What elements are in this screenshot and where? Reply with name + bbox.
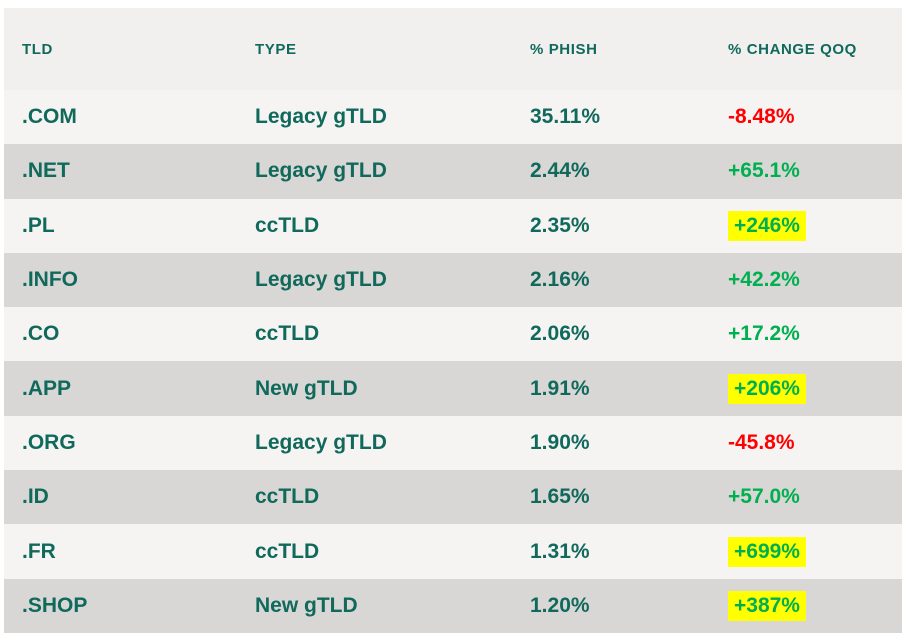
tld-cell: .INFO xyxy=(22,268,78,292)
tld-cell: .ID xyxy=(22,485,49,509)
tld-cell: .APP xyxy=(22,376,72,400)
table-row: .INFO Legacy gTLD 2.16% +42.2% xyxy=(4,252,902,308)
change-cell: +17.2% xyxy=(728,322,902,346)
tld-cell: .SHOP xyxy=(22,593,88,617)
change-cell: +206% xyxy=(728,373,902,404)
change-value: +65.1% xyxy=(728,159,800,183)
change-value-highlighted: +387% xyxy=(728,590,806,621)
phish-cell: 1.91% xyxy=(530,376,590,400)
type-cell: Legacy gTLD xyxy=(255,268,387,292)
table-body: .COM Legacy gTLD 35.11% -8.48% .NET Lega… xyxy=(4,90,902,633)
phish-cell: 2.16% xyxy=(530,268,590,292)
tld-cell: .NET xyxy=(22,159,70,183)
phish-cell: 1.90% xyxy=(530,430,590,454)
change-cell: +387% xyxy=(728,590,902,621)
table-row: .CO ccTLD 2.06% +17.2% xyxy=(4,307,902,362)
type-cell: Legacy gTLD xyxy=(255,159,387,183)
phish-cell: 1.65% xyxy=(530,485,590,509)
tld-cell: .PL xyxy=(22,213,55,237)
phish-cell: 1.20% xyxy=(530,593,590,617)
change-value-highlighted: +699% xyxy=(728,536,806,567)
change-cell: -8.48% xyxy=(728,105,902,129)
table-row: .NET Legacy gTLD 2.44% +65.1% xyxy=(4,144,902,199)
column-header-phish: % PHISH xyxy=(530,40,598,58)
change-cell: +699% xyxy=(728,536,902,567)
change-cell: +246% xyxy=(728,210,902,241)
phish-cell: 2.35% xyxy=(530,213,590,237)
change-value-highlighted: +246% xyxy=(728,210,806,241)
change-value: -8.48% xyxy=(728,105,795,129)
type-cell: ccTLD xyxy=(255,322,320,346)
table-row: .FR ccTLD 1.31% +699% xyxy=(4,524,902,579)
tld-phishing-table: TLD TYPE % PHISH % CHANGE QOQ .COM Legac… xyxy=(4,8,902,633)
change-cell: -45.8% xyxy=(728,431,902,455)
table-row: .ORG Legacy gTLD 1.90% -45.8% xyxy=(4,415,902,471)
type-cell: Legacy gTLD xyxy=(255,430,387,454)
change-value: -45.8% xyxy=(728,430,795,454)
phish-cell: 2.44% xyxy=(530,159,590,183)
column-header-tld: TLD xyxy=(22,40,53,58)
type-cell: New gTLD xyxy=(255,593,358,617)
tld-cell: .COM xyxy=(22,105,77,129)
change-cell: +57.0% xyxy=(728,485,902,509)
phish-cell: 1.31% xyxy=(530,539,590,563)
table-row: .APP New gTLD 1.91% +206% xyxy=(4,361,902,416)
change-value: +42.2% xyxy=(728,268,800,292)
table-row: .ID ccTLD 1.65% +57.0% xyxy=(4,470,902,525)
change-value-highlighted: +206% xyxy=(728,373,806,404)
table-row: .SHOP New gTLD 1.20% +387% xyxy=(4,578,902,633)
phish-cell: 2.06% xyxy=(530,322,590,346)
change-value: +17.2% xyxy=(728,322,800,346)
tld-cell: .FR xyxy=(22,539,56,563)
type-cell: ccTLD xyxy=(255,485,320,509)
column-header-change-qoq: % CHANGE QOQ xyxy=(728,40,857,58)
type-cell: ccTLD xyxy=(255,539,320,563)
type-cell: Legacy gTLD xyxy=(255,105,387,129)
table-row: .COM Legacy gTLD 35.11% -8.48% xyxy=(4,90,902,145)
change-cell: +42.2% xyxy=(728,268,902,292)
header-row: TLD TYPE % PHISH % CHANGE QOQ xyxy=(4,8,902,90)
tld-cell: .CO xyxy=(22,322,60,346)
change-value: +57.0% xyxy=(728,485,800,509)
type-cell: ccTLD xyxy=(255,213,320,237)
change-cell: +65.1% xyxy=(728,159,902,183)
table-row: .PL ccTLD 2.35% +246% xyxy=(4,198,902,253)
tld-cell: .ORG xyxy=(22,430,76,454)
phish-cell: 35.11% xyxy=(530,105,601,129)
type-cell: New gTLD xyxy=(255,376,358,400)
column-header-type: TYPE xyxy=(255,40,297,58)
